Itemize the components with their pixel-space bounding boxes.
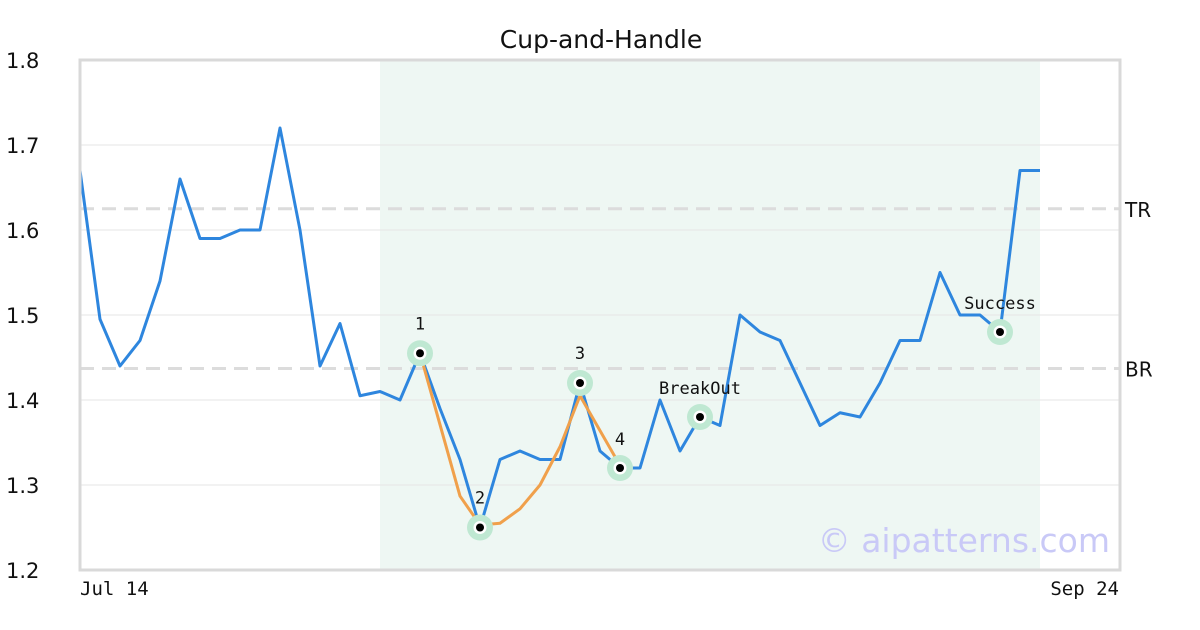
annotation-label: 2 [475,489,485,509]
annotation-label: 3 [575,344,585,364]
chart-title: Cup-and-Handle [500,25,702,54]
series-line-price [78,126,1040,529]
annotation-point [576,379,584,387]
y-tick-label: 1.6 [6,219,39,243]
annotation-point [696,413,704,421]
annotation-point [616,464,624,472]
series-line-cup-fit [418,352,622,527]
annotation-markers: 1 2 3 4 BreakOut Success [407,294,1036,541]
y-axis-ticks: 1.2 1.3 1.4 1.5 1.6 1.7 1.8 [6,49,39,583]
y-tick-label: 1.4 [6,389,39,413]
x-tick-label: Sep 24 [1050,578,1119,600]
x-tick-label: Jul 14 [80,578,149,600]
reference-label-br: BR [1125,358,1153,382]
y-tick-label: 1.8 [6,49,39,73]
y-tick-label: 1.3 [6,474,39,498]
watermark-text: © aipatterns.com [818,521,1110,560]
y-tick-label: 1.7 [6,134,39,158]
annotation-point [416,349,424,358]
plot-border [78,58,1122,572]
y-tick-label: 1.2 [6,559,39,583]
annotation-label: Success [964,294,1036,314]
series-layer [78,126,1040,529]
reference-label-tr: TR [1124,198,1151,222]
x-axis-ticks: Jul 14 Sep 24 [80,578,1119,600]
annotation-point [996,328,1004,336]
annotation-label: BreakOut [659,379,741,399]
reference-lines: TR BR [80,198,1153,382]
annotation-point [476,523,484,532]
y-tick-label: 1.5 [6,304,39,328]
annotation-label: 4 [615,430,625,450]
annotation-label: 1 [415,314,425,334]
